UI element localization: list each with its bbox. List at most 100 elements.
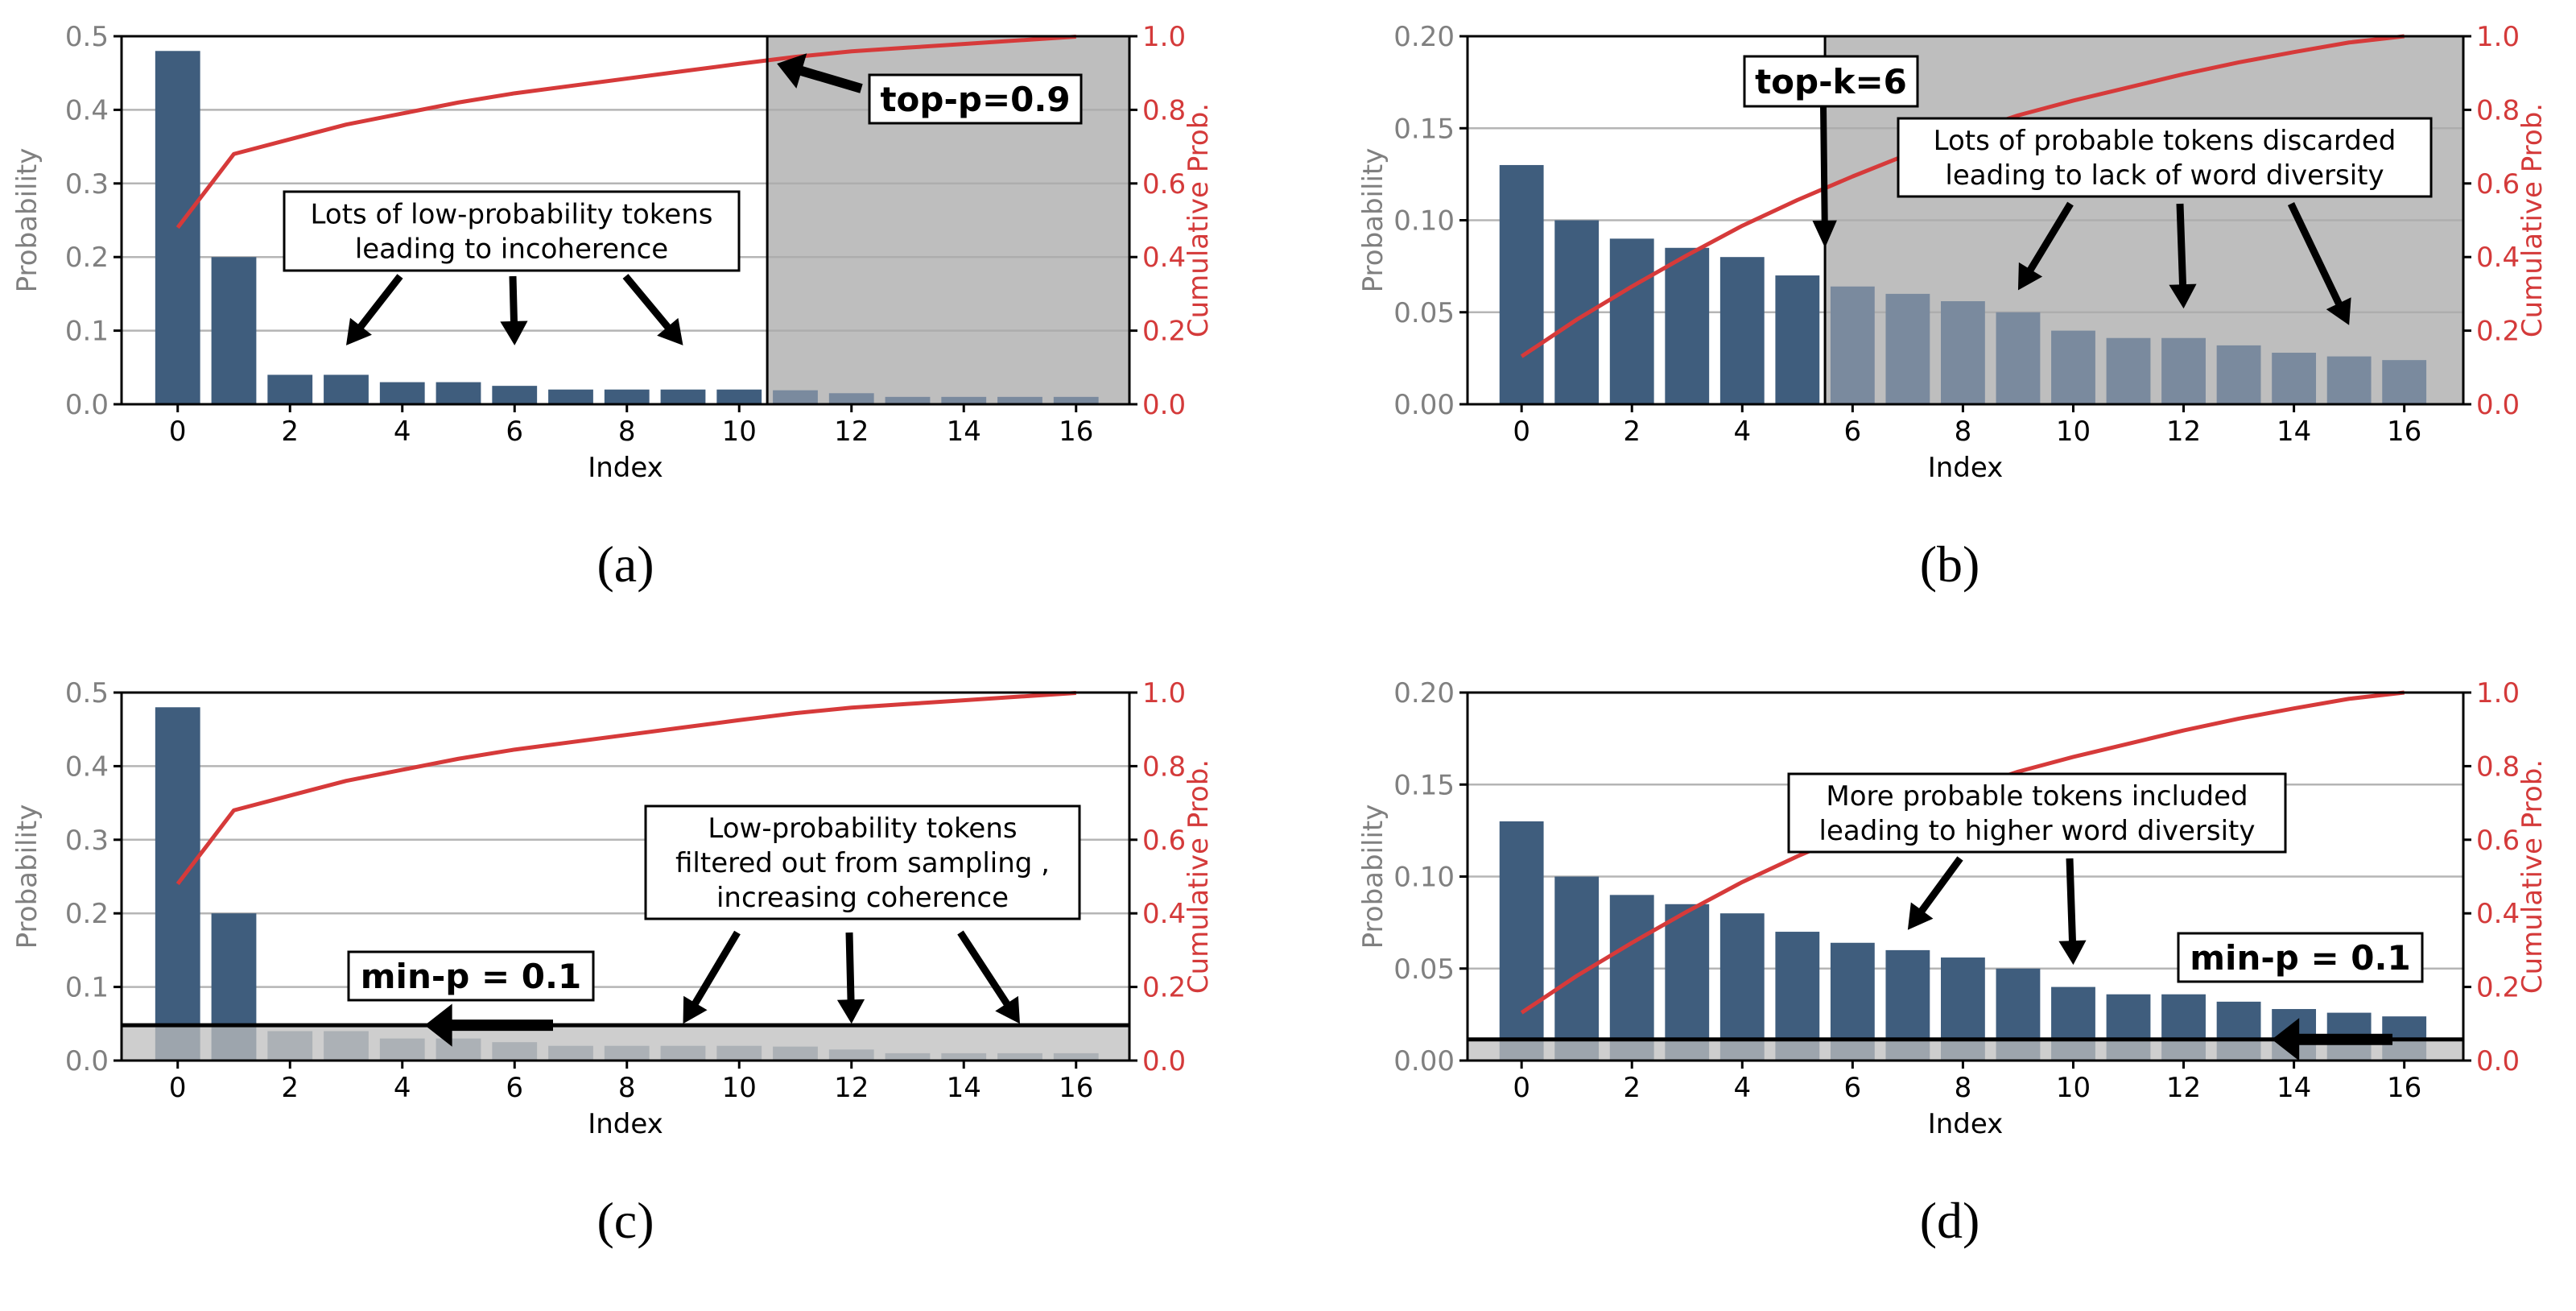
y-tick-label: 0.2 — [65, 898, 109, 930]
x-tick-label: 0 — [1513, 416, 1530, 448]
bar — [1609, 895, 1654, 1061]
annotation-text: Low-probability tokens — [708, 813, 1017, 845]
x-tick-label: 0 — [1513, 1072, 1530, 1104]
y-tick-label: 0.05 — [1393, 953, 1455, 986]
bar — [1996, 312, 2041, 404]
y-tick-label: 0.00 — [1393, 389, 1455, 421]
x-tick-label: 2 — [281, 416, 299, 448]
y-right-tick-label: 0.8 — [1142, 751, 1186, 783]
x-tick-label: 12 — [834, 416, 869, 448]
x-tick-label: 14 — [2277, 1072, 2311, 1104]
y-tick-label: 0.15 — [1393, 113, 1455, 145]
annotation-text: leading to incoherence — [355, 234, 668, 266]
bar — [1941, 301, 1985, 404]
y-right-tick-label: 0.2 — [1142, 972, 1186, 1004]
y-right-tick-label: 1.0 — [1142, 21, 1186, 53]
cumulative-prob-line — [175, 34, 1076, 230]
annotation-arrow — [622, 274, 683, 345]
bar — [324, 374, 369, 404]
bar — [1609, 238, 1654, 404]
x-tick-label: 16 — [1059, 416, 1093, 448]
bar — [828, 393, 874, 404]
bar — [941, 396, 987, 404]
y-tick-label: 0.0 — [65, 389, 109, 421]
annotation-box — [1787, 772, 2287, 854]
bar — [1719, 257, 1765, 404]
y-right-tick-label: 0.2 — [1142, 316, 1186, 348]
x-tick-label: 12 — [2166, 416, 2201, 448]
x-tick-label: 12 — [2166, 1072, 2201, 1104]
x-tick-label: 12 — [834, 1072, 869, 1104]
y-tick-label: 0.15 — [1393, 769, 1455, 801]
bar — [997, 396, 1042, 404]
y-axis-label: Probability — [1357, 804, 1389, 949]
y-right-tick-label: 0.2 — [2476, 316, 2520, 348]
y-right-tick-label: 0.4 — [1142, 242, 1186, 274]
panel-top-p: 0.0 0.1 0.2 0.3 0.4 0.5 0.0 0.2 0.4 0.6 0.8 1.0 0 2 4 6… — [11, 21, 1215, 593]
bar — [660, 389, 706, 404]
plot-frame — [120, 35, 1131, 406]
bar — [436, 382, 481, 404]
panel-min-p-flat: 0.00 0.05 0.10 0.15 0.20 0.0 0.2 0.4 0.6 0.8 1.0 0 2… — [1357, 677, 2549, 1249]
y-right-tick-label: 0.6 — [2476, 825, 2520, 857]
x-tick-label: 6 — [506, 1072, 523, 1104]
bar — [885, 396, 931, 404]
x-tick-label: 10 — [722, 416, 757, 448]
cumulative-prob-line — [175, 690, 1076, 886]
bar — [1665, 247, 1710, 404]
x-tick-label: 0 — [169, 1072, 187, 1104]
method-label-box — [1743, 55, 1919, 108]
y-tick-label: 0.1 — [65, 316, 109, 348]
y-tick-label: 0.5 — [65, 677, 109, 709]
y-right-tick-label: 1.0 — [2476, 21, 2520, 53]
x-tick-label: 10 — [722, 1072, 757, 1104]
method-label: min-p = 0.1 — [361, 957, 581, 996]
x-tick-label: 0 — [169, 416, 187, 448]
x-tick-label: 8 — [1955, 1072, 1972, 1104]
x-tick-label: 6 — [1844, 416, 1862, 448]
annotation-arrow — [2017, 201, 2074, 291]
bar — [2051, 330, 2095, 404]
bar — [211, 257, 257, 404]
bar — [2216, 345, 2261, 404]
y-tick-label: 0.10 — [1393, 862, 1455, 894]
x-axis-label: Index — [588, 452, 663, 484]
bar — [1885, 293, 1930, 404]
x-tick-label: 14 — [947, 416, 981, 448]
annotation-arrow — [2058, 858, 2087, 966]
y-right-axis-label: Cumulative Prob. — [2516, 759, 2549, 994]
label-arrow — [1812, 105, 1837, 248]
y-tick-label: 0.05 — [1393, 297, 1455, 329]
method-label: top-p=0.9 — [880, 80, 1070, 119]
panel-caption: (b) — [1920, 536, 1980, 593]
method-label-box — [2177, 932, 2424, 983]
x-tick-label: 2 — [1623, 416, 1641, 448]
y-tick-label: 0.4 — [65, 751, 109, 783]
plot-frame — [120, 691, 1131, 1062]
y-right-tick-label: 0.6 — [2476, 168, 2520, 201]
bar — [492, 386, 538, 404]
bar — [1775, 275, 1820, 404]
panel-caption: (a) — [597, 536, 654, 593]
x-tick-label: 4 — [1733, 1072, 1751, 1104]
y-tick-label: 0.0 — [65, 1045, 109, 1077]
x-tick-label: 2 — [1623, 1072, 1641, 1104]
x-tick-label: 4 — [394, 416, 411, 448]
y-tick-label: 0.1 — [65, 972, 109, 1004]
y-tick-label: 0.00 — [1393, 1045, 1455, 1077]
annotation-arrow — [345, 274, 403, 345]
bar — [1499, 821, 1544, 1061]
bar — [1719, 913, 1765, 1061]
x-tick-label: 8 — [1955, 416, 1972, 448]
x-tick-label: 4 — [1733, 416, 1751, 448]
annotation-text: leading to lack of word diversity — [1945, 159, 2384, 192]
y-right-axis-label: Cumulative Prob. — [2516, 103, 2549, 337]
x-tick-label: 10 — [2056, 416, 2091, 448]
filtered-region-shade — [122, 1025, 1129, 1061]
bar — [604, 389, 650, 404]
annotation-arrow — [2287, 202, 2351, 325]
y-axis-label: Probability — [11, 148, 43, 293]
y-tick-label: 0.10 — [1393, 205, 1455, 238]
x-tick-label: 10 — [2056, 1072, 2091, 1104]
